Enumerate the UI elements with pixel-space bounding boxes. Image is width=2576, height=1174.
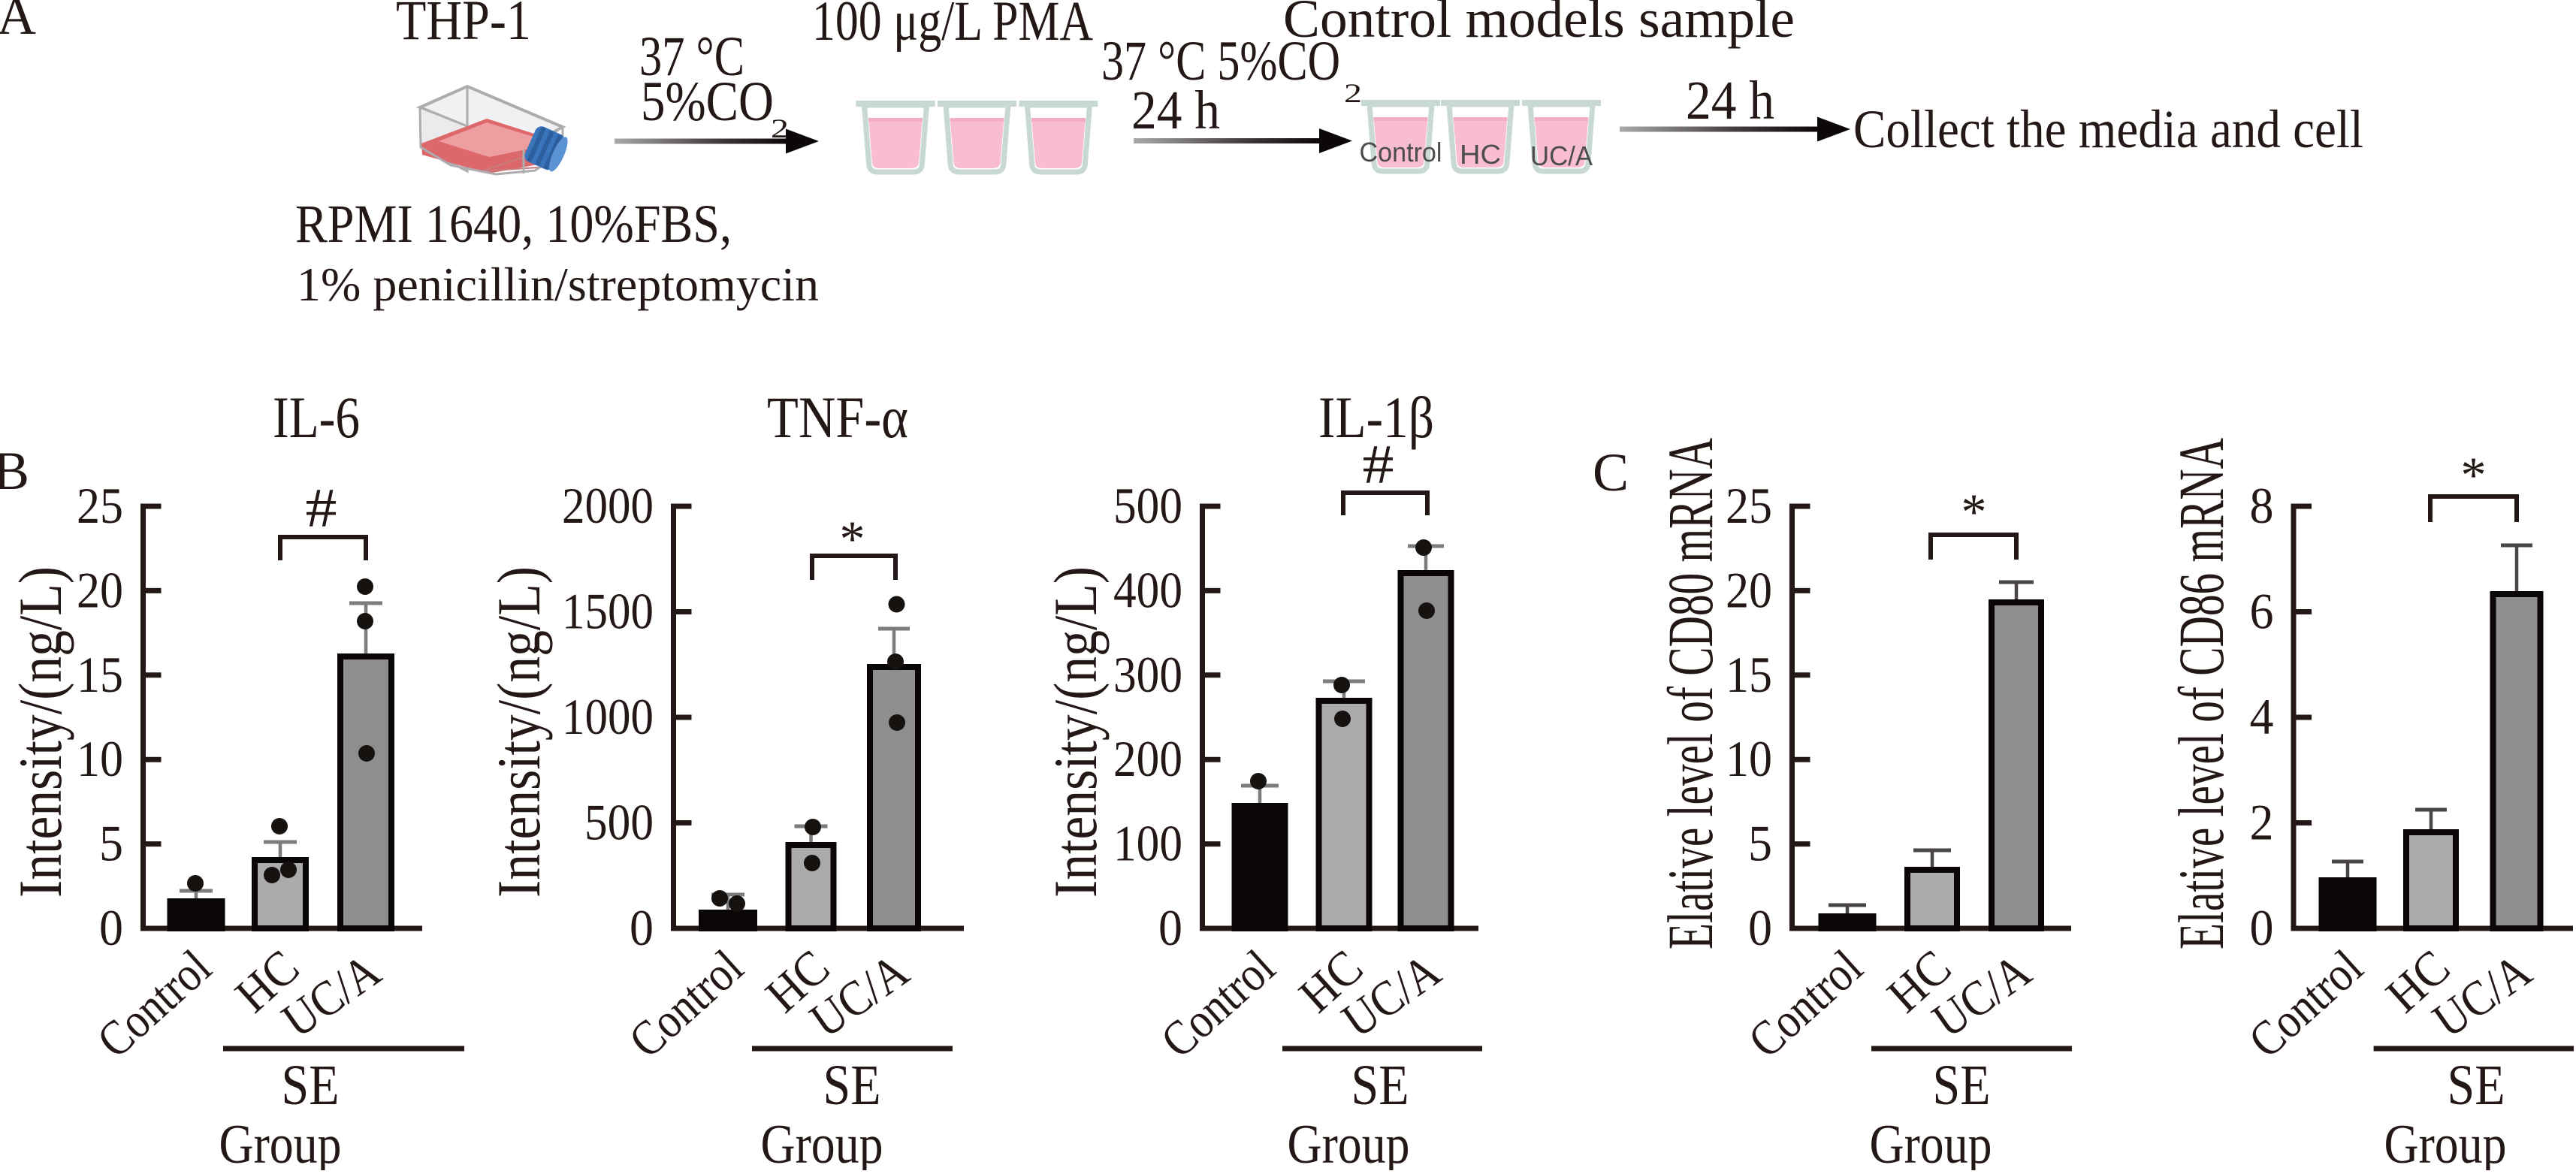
- svg-text:2: 2: [2250, 794, 2274, 851]
- svg-text:500: 500: [1113, 477, 1182, 534]
- svg-text:Intensity/(ng/L): Intensity/(ng/L): [6, 566, 74, 898]
- svg-text:HC: HC: [1460, 139, 1501, 170]
- svg-text:SE: SE: [823, 1054, 881, 1117]
- svg-text:15: 15: [77, 646, 123, 703]
- svg-text:UC/A: UC/A: [1530, 140, 1593, 171]
- svg-text:C: C: [1593, 442, 1629, 502]
- svg-text:0: 0: [2250, 899, 2274, 956]
- svg-text:THP-1: THP-1: [396, 0, 531, 52]
- svg-text:Group: Group: [1288, 1114, 1410, 1170]
- svg-text:IL-6: IL-6: [273, 385, 360, 450]
- svg-text:100 μg/L PMA: 100 μg/L PMA: [812, 0, 1093, 53]
- svg-text:100: 100: [1113, 815, 1182, 872]
- svg-text:300: 300: [1113, 646, 1182, 703]
- svg-text:2000: 2000: [562, 477, 654, 534]
- svg-text:SE: SE: [2448, 1054, 2505, 1117]
- svg-text:Control: Control: [1360, 137, 1442, 167]
- svg-text:0: 0: [99, 899, 123, 956]
- svg-text:B: B: [0, 441, 29, 501]
- svg-text:37 °C: 37 °C: [639, 26, 744, 88]
- svg-text:Elative level of CD86 mRNA: Elative level of CD86 mRNA: [2165, 438, 2237, 949]
- svg-text:#: #: [1363, 434, 1394, 496]
- svg-text:Group: Group: [761, 1114, 883, 1170]
- svg-text:Intensity/(ng/L): Intensity/(ng/L): [485, 566, 553, 898]
- svg-text:SE: SE: [1351, 1054, 1409, 1117]
- svg-text:SE: SE: [1933, 1054, 1991, 1117]
- svg-text:400: 400: [1113, 561, 1182, 618]
- svg-text:6: 6: [2250, 583, 2274, 640]
- svg-text:#: #: [306, 478, 337, 539]
- svg-text:Intensity/(ng/L): Intensity/(ng/L): [1041, 566, 1110, 898]
- svg-text:Collect the media and cell: Collect the media and cell: [1853, 99, 2363, 159]
- svg-text:500: 500: [584, 794, 654, 851]
- svg-text:RPMI 1640, 10%FBS,: RPMI 1640, 10%FBS,: [295, 194, 732, 254]
- svg-text:10: 10: [77, 730, 123, 787]
- svg-text:4: 4: [2250, 688, 2274, 745]
- svg-text:0: 0: [630, 899, 654, 956]
- svg-text:24 h: 24 h: [1686, 70, 1774, 131]
- svg-text:Group: Group: [1870, 1114, 1992, 1170]
- svg-text:5%CO: 5%CO: [641, 71, 774, 133]
- svg-text:A: A: [0, 0, 36, 46]
- svg-text:200: 200: [1113, 730, 1182, 787]
- svg-text:10: 10: [1726, 730, 1772, 787]
- svg-text:Control models sample: Control models sample: [1283, 0, 1795, 49]
- svg-text:TNF-α: TNF-α: [767, 385, 908, 450]
- svg-text:20: 20: [1726, 561, 1772, 618]
- svg-text:37 °C 5%CO: 37 °C 5%CO: [1101, 30, 1340, 92]
- svg-text:1500: 1500: [562, 583, 654, 640]
- svg-text:25: 25: [77, 477, 123, 534]
- svg-text:*: *: [840, 510, 865, 567]
- svg-text:Elative level of CD80 mRNA: Elative level of CD80 mRNA: [1654, 438, 1726, 949]
- svg-text:*: *: [2461, 446, 2487, 503]
- svg-text:5: 5: [99, 815, 123, 872]
- svg-text:0: 0: [1158, 899, 1182, 956]
- svg-text:0: 0: [1748, 899, 1772, 956]
- svg-text:2: 2: [1344, 78, 1362, 108]
- svg-text:IL-1β: IL-1β: [1318, 385, 1434, 450]
- svg-text:1% penicillin/streptomycin: 1% penicillin/streptomycin: [297, 258, 819, 311]
- svg-text:Group: Group: [219, 1114, 342, 1170]
- svg-text:25: 25: [1726, 477, 1772, 534]
- svg-text:SE: SE: [282, 1054, 340, 1117]
- svg-text:5: 5: [1748, 815, 1772, 872]
- svg-text:1000: 1000: [562, 688, 654, 745]
- svg-text:*: *: [1961, 483, 1987, 540]
- svg-text:Group: Group: [2384, 1114, 2507, 1170]
- svg-text:8: 8: [2250, 477, 2274, 534]
- svg-text:24 h: 24 h: [1131, 80, 1220, 140]
- svg-text:15: 15: [1726, 646, 1772, 703]
- svg-text:20: 20: [77, 561, 123, 618]
